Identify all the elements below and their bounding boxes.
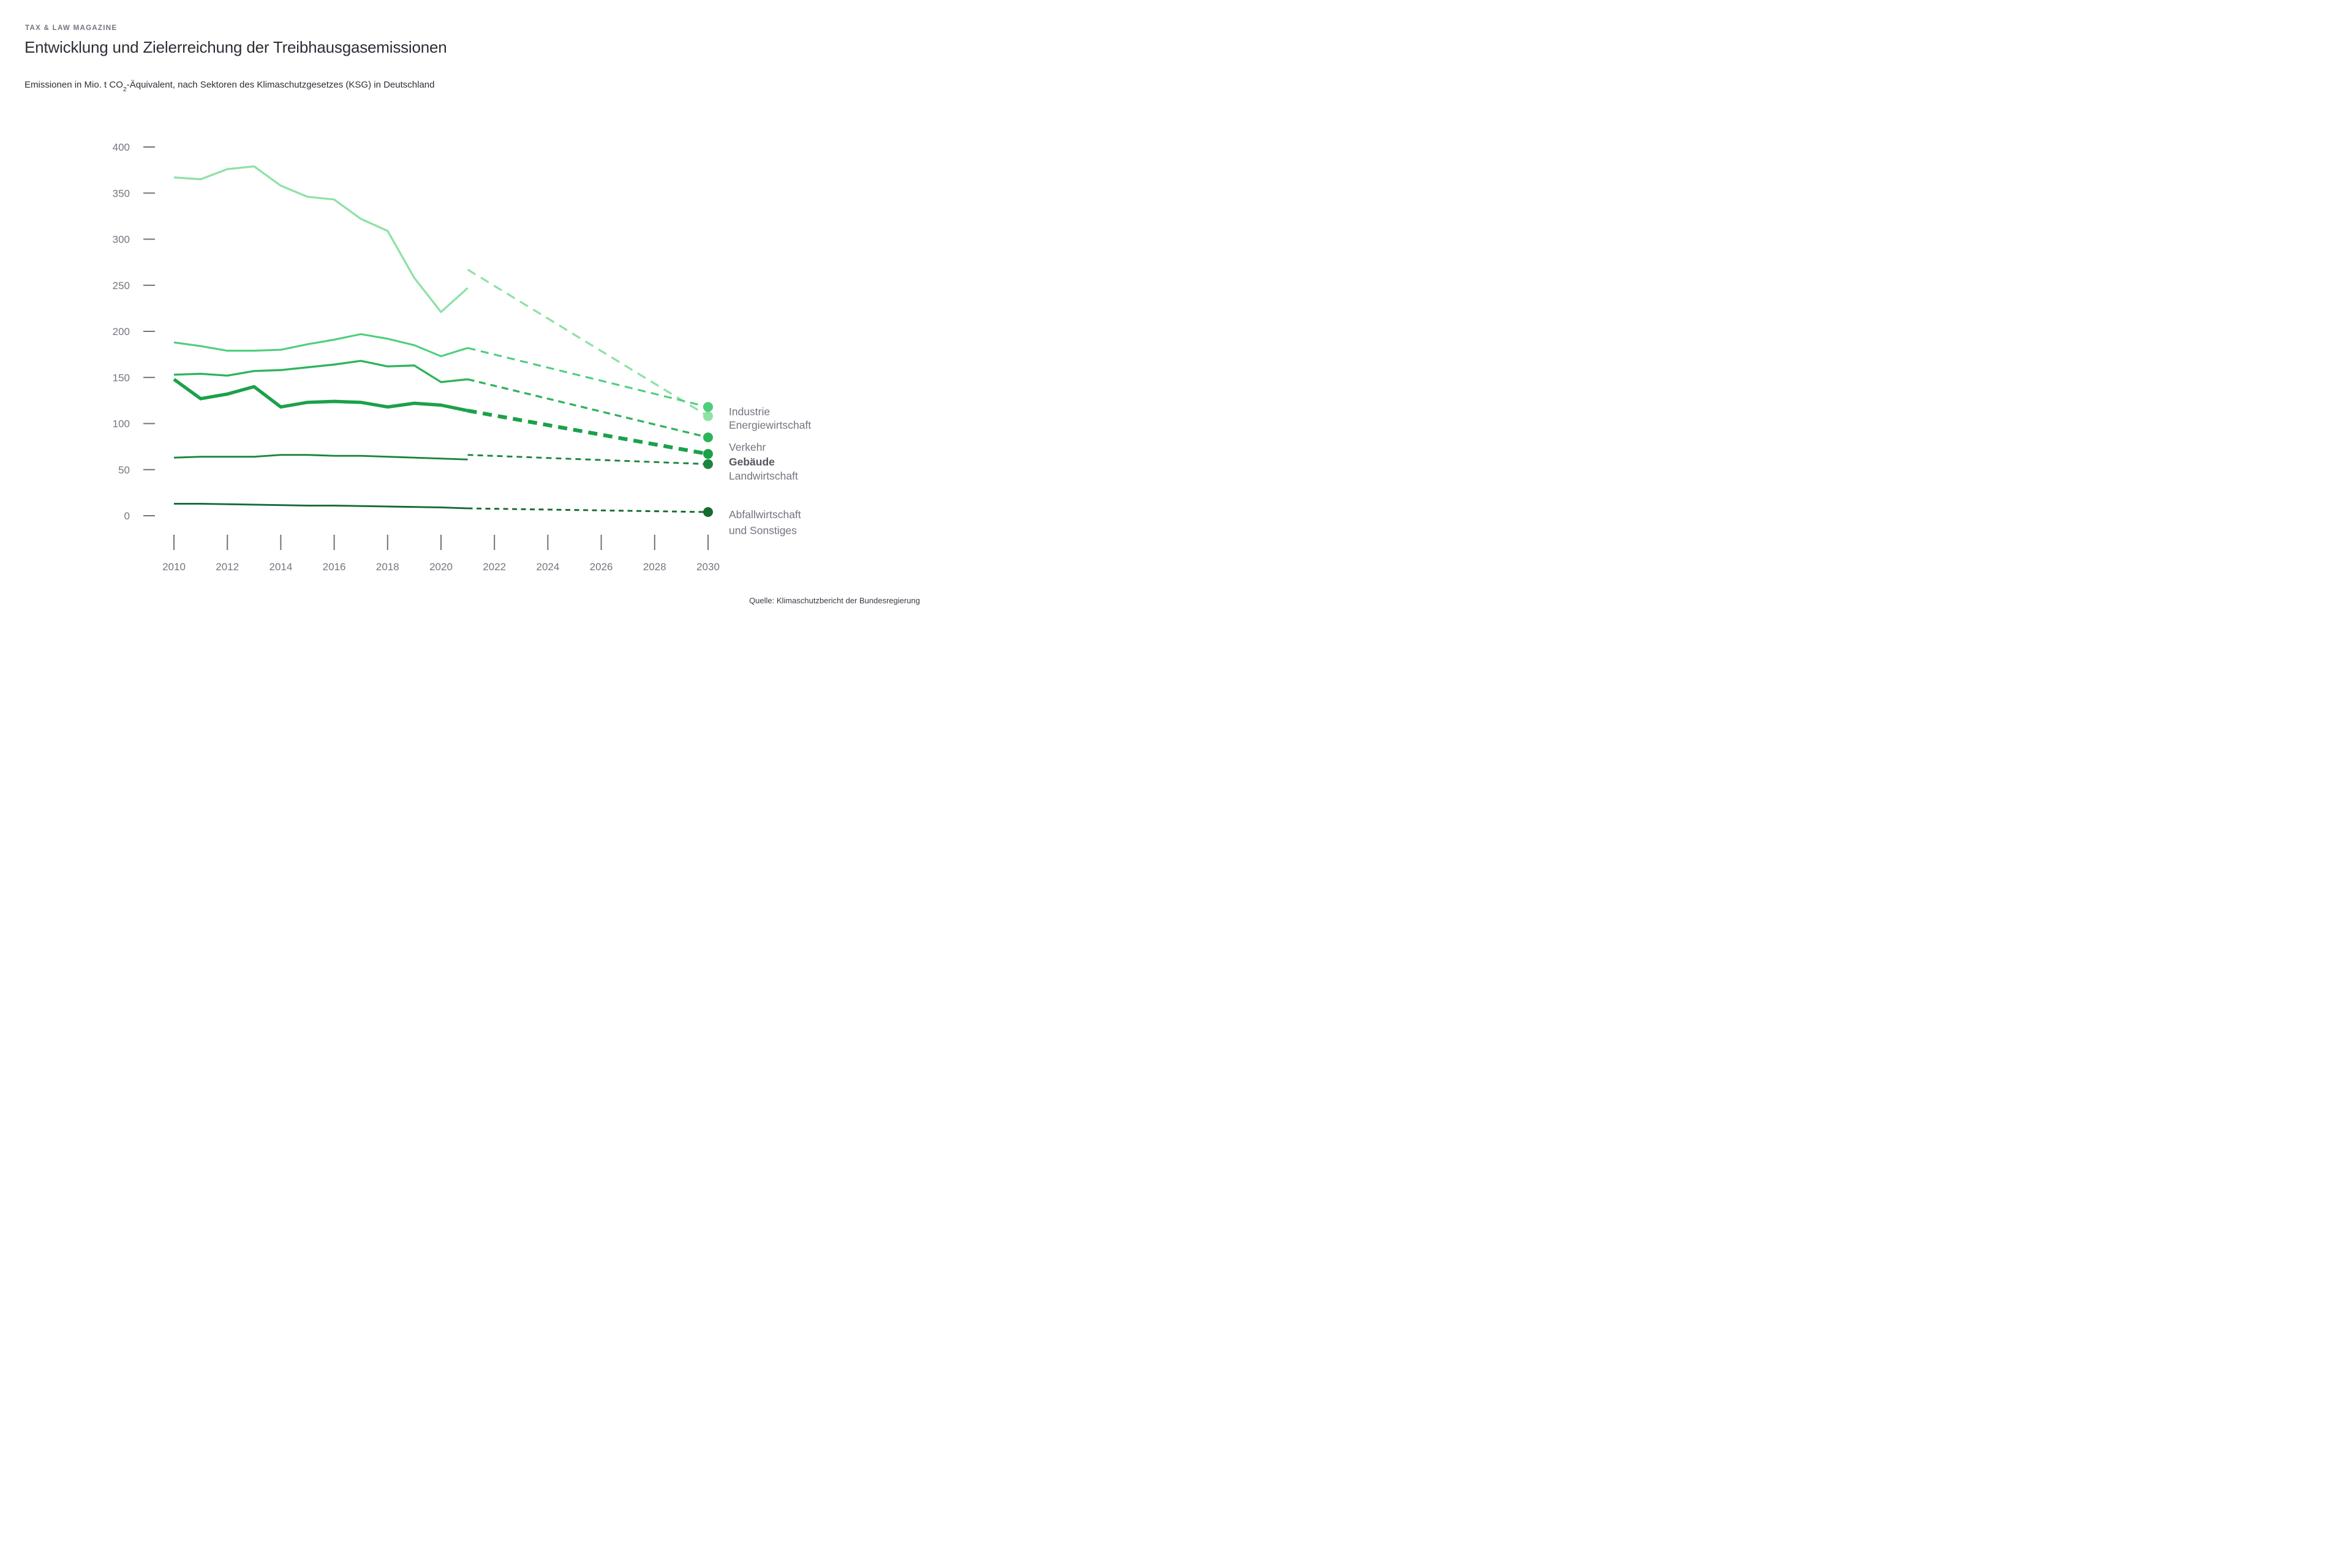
x-tick-label: 2014 <box>269 561 292 573</box>
y-tick-label: 400 <box>113 141 130 153</box>
verkehr-historical-line <box>173 360 468 383</box>
y-tick-label: 350 <box>113 187 130 199</box>
gebaeude-projection-line <box>467 409 709 456</box>
industrie-historical-line <box>173 333 469 358</box>
x-tick-label: 2024 <box>536 561 559 573</box>
series-abfallwirtschaft <box>174 502 713 517</box>
source-note: Quelle: Klimaschutzbericht der Bundesreg… <box>749 596 920 605</box>
page: TAX & LAW MAGAZINE Entwicklung und Ziele… <box>0 0 941 627</box>
series-industrie <box>173 333 713 412</box>
y-tick-label: 300 <box>113 234 130 246</box>
subtitle-suffix: -Äquivalent, nach Sektoren des Klimaschu… <box>126 80 435 90</box>
x-tick-label: 2020 <box>429 561 453 573</box>
x-tick-label: 2016 <box>323 561 346 573</box>
chart-subtitle: Emissionen in Mio. t CO2-Äquivalent, nac… <box>24 80 435 93</box>
x-axis: 2010 2012 2014 2016 2018 2020 2022 2024 2026 2028… <box>162 535 720 573</box>
energiewirtschaft-target-dot <box>703 411 713 421</box>
x-tick-label: 2018 <box>376 561 399 573</box>
emissions-line-chart: 0 50 100 150 200 250 300 350 400 2010 2012 2014 2016… <box>113 141 720 573</box>
magazine-kicker: TAX & LAW MAGAZINE <box>25 24 118 32</box>
energiewirtschaft-historical-line <box>173 165 469 314</box>
series-verkehr <box>173 360 713 443</box>
industrie-projection-line <box>467 347 709 408</box>
y-tick-label: 150 <box>113 372 130 383</box>
y-tick-label: 100 <box>113 418 130 430</box>
subtitle-subscript: 2 <box>123 86 127 93</box>
gebaeude-historical-line <box>173 378 469 413</box>
x-tick-label: 2028 <box>643 561 666 573</box>
landwirtschaft-target-dot <box>703 459 713 469</box>
gebaeude-target-dot <box>703 449 713 459</box>
industrie-target-dot <box>703 402 713 412</box>
landwirtschaft-historical-line <box>173 454 468 461</box>
x-tick-label: 2012 <box>216 561 239 573</box>
verkehr-target-dot <box>703 432 713 443</box>
y-tick-label: 0 <box>124 510 130 522</box>
landwirtschaft-projection-line <box>467 454 709 466</box>
x-tick-label: 2022 <box>483 561 506 573</box>
abfallwirtschaft-historical-line <box>174 502 468 510</box>
energiewirtschaft-projection-line <box>467 268 709 417</box>
subtitle-prefix: Emissionen in Mio. t CO <box>24 80 123 90</box>
x-tick-label: 2030 <box>696 561 720 573</box>
y-tick-label: 200 <box>113 326 130 337</box>
series-energiewirtschaft <box>173 165 713 421</box>
verkehr-projection-line <box>467 378 709 439</box>
y-axis: 0 50 100 150 200 250 300 350 400 <box>113 141 155 522</box>
abfallwirtschaft-target-dot <box>703 507 713 517</box>
x-tick-label: 2026 <box>590 561 613 573</box>
abfallwirtschaft-projection-line <box>467 507 709 513</box>
series-gebaeude <box>173 378 713 459</box>
series-landwirtschaft <box>173 454 713 469</box>
y-tick-label: 250 <box>113 280 130 292</box>
x-tick-label: 2010 <box>162 561 186 573</box>
y-tick-label: 50 <box>118 464 130 476</box>
page-title: Entwicklung und Zielerreichung der Treib… <box>24 38 447 56</box>
